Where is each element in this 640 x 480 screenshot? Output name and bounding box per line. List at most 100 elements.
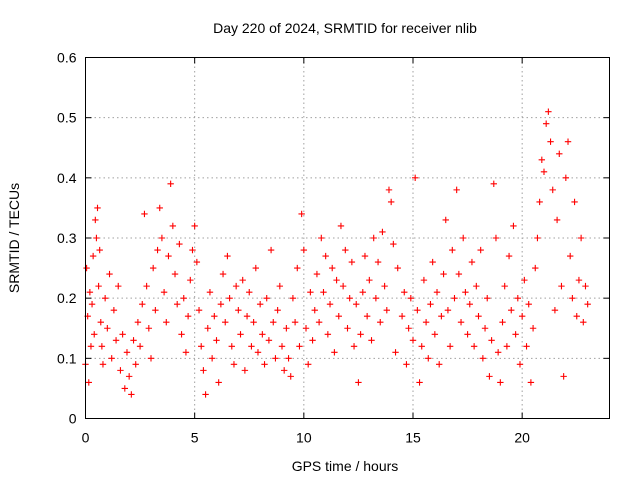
data-point (486, 373, 493, 380)
data-point (160, 288, 168, 296)
data-point (204, 325, 211, 332)
data-point (451, 294, 458, 302)
data-point (525, 300, 532, 308)
data-point (540, 168, 548, 176)
y-axis-label: SRMTID / TECUs (6, 183, 22, 293)
data-point (475, 313, 482, 320)
data-point (433, 288, 441, 296)
data-point (499, 319, 506, 326)
data-point (169, 222, 177, 230)
data-point (187, 276, 194, 284)
data-point (551, 307, 559, 314)
data-point (132, 361, 139, 368)
data-point (398, 313, 406, 320)
data-point (508, 307, 515, 314)
data-point (363, 313, 371, 320)
data-point (156, 204, 163, 212)
data-point (444, 307, 452, 314)
data-point (512, 331, 519, 338)
data-point (222, 319, 229, 326)
data-point (283, 325, 290, 332)
data-point (490, 180, 497, 188)
data-point (95, 282, 102, 290)
data-point (250, 319, 257, 326)
data-point (176, 240, 183, 248)
data-point (385, 186, 393, 194)
data-point (510, 222, 517, 230)
data-point (383, 307, 390, 314)
data-point (361, 252, 369, 260)
data-point (366, 276, 373, 284)
x-tick-label: 20 (514, 430, 530, 446)
data-point (99, 361, 107, 368)
data-point (171, 270, 179, 278)
plot-frame (85, 57, 610, 419)
data-point (237, 331, 244, 338)
data-point (143, 282, 150, 290)
data-point (208, 355, 216, 362)
data-point (213, 337, 220, 344)
data-point (427, 300, 434, 308)
data-point (123, 349, 131, 356)
data-point (405, 325, 412, 332)
data-point (252, 264, 259, 272)
y-tick-label: 0.4 (57, 170, 77, 186)
data-point (473, 282, 480, 290)
data-point (420, 276, 428, 284)
data-point (261, 361, 268, 368)
data-point (449, 246, 456, 254)
data-point (119, 331, 126, 338)
data-point (215, 379, 222, 386)
data-point (315, 319, 323, 326)
data-point (145, 325, 153, 332)
data-point (202, 391, 209, 398)
data-point (96, 246, 103, 254)
data-point (309, 337, 316, 344)
data-point (313, 270, 321, 278)
data-point (232, 282, 240, 290)
data-point (538, 156, 546, 163)
data-point (97, 319, 104, 326)
data-point (189, 246, 196, 254)
data-point (287, 373, 294, 380)
data-point (280, 367, 288, 374)
data-point (567, 252, 574, 260)
data-point (390, 240, 397, 248)
data-point (464, 331, 471, 338)
data-point (536, 198, 543, 206)
data-point (87, 343, 95, 350)
data-point (455, 270, 463, 278)
data-point (246, 288, 253, 296)
data-point (180, 294, 187, 302)
data-point (532, 264, 539, 272)
data-point (98, 343, 106, 350)
data-point (564, 138, 572, 145)
data-point (141, 210, 148, 218)
tick-labels: 0 5 10 15 20 0 0.1 0.2 0.3 0.4 0.5 0.6 (57, 50, 530, 446)
data-point (254, 349, 262, 356)
data-point (267, 246, 275, 254)
data-point (125, 373, 133, 380)
data-point (239, 276, 246, 284)
data-point (91, 331, 98, 338)
data-point (518, 313, 526, 320)
data-point (416, 379, 423, 386)
data-point (298, 210, 305, 218)
data-point (101, 294, 109, 302)
data-point (403, 361, 410, 368)
data-point (182, 349, 190, 356)
data-point (549, 186, 556, 194)
data-point (117, 367, 124, 374)
data-point (409, 337, 417, 344)
y-tick-label: 0 (69, 411, 77, 427)
data-point (165, 252, 172, 260)
data-point (274, 307, 281, 314)
data-point (460, 234, 467, 242)
data-point (263, 294, 270, 302)
data-point (121, 385, 128, 392)
data-point (289, 294, 297, 302)
data-point (440, 270, 447, 278)
data-point (425, 355, 432, 362)
data-point (342, 246, 349, 254)
data-point (560, 373, 567, 380)
